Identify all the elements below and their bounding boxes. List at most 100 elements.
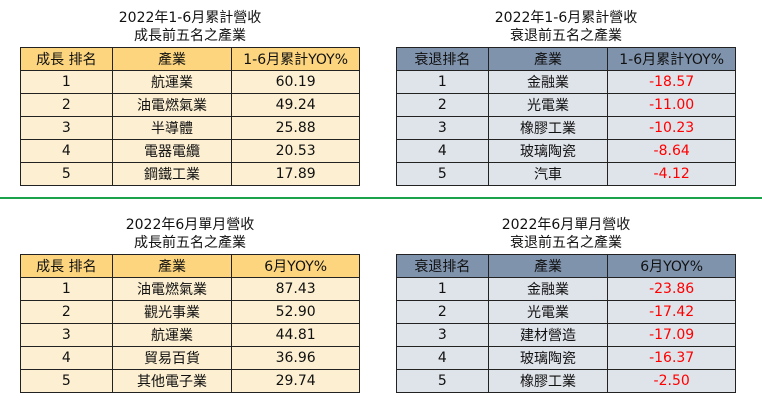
yoy-cell: 52.90	[231, 300, 360, 324]
table-row: 5 汽車 -4.12	[396, 162, 736, 186]
industry-cell: 觀光事業	[111, 300, 233, 324]
table-row: 4 玻璃陶瓷 -8.64	[396, 139, 736, 163]
rank-cell: 4	[20, 346, 113, 370]
table-row: 5 橡膠工業 -2.50	[396, 369, 736, 393]
yoy-cell: -11.00	[607, 93, 736, 117]
yoy-cell: -16.37	[607, 346, 736, 370]
industry-cell: 光電業	[487, 93, 609, 117]
rank-cell: 3	[20, 323, 113, 347]
yoy-cell: 87.43	[231, 277, 360, 301]
rank-cell: 3	[396, 116, 489, 140]
yoy-cell: -4.12	[607, 162, 736, 186]
industry-cell: 半導體	[111, 116, 233, 140]
industry-cell: 其他電子業	[111, 369, 233, 393]
rank-cell: 5	[396, 369, 489, 393]
panel-title: 2022年1-6月累計營收	[494, 10, 638, 26]
panel-title: 2022年6月單月營收	[125, 217, 255, 233]
panel-title: 2022年6月單月營收	[501, 217, 631, 233]
panel-subtitle: 衰退前五名之產業	[510, 235, 622, 251]
june-growth-table: 成長 排名 產業 6月YOY% 1 油電燃氣業 87.43 2 觀光事業 52.…	[20, 254, 360, 393]
rank-header: 成長 排名	[20, 47, 113, 71]
rank-cell: 1	[20, 277, 113, 301]
rank-cell: 2	[20, 300, 113, 324]
industry-header: 產業	[111, 254, 233, 278]
industry-cell: 鋼鐵工業	[111, 162, 233, 186]
june-decline-panel: 2022年6月單月營收 衰退前五名之產業 衰退排名 產業 6月YOY% 1 金融…	[396, 216, 736, 393]
yoy-cell: -23.86	[607, 277, 736, 301]
rank-cell: 1	[20, 70, 113, 94]
yoy-cell: -10.23	[607, 116, 736, 140]
rank-cell: 2	[396, 93, 489, 117]
rank-cell: 1	[396, 70, 489, 94]
industry-cell: 建材營造	[487, 323, 609, 347]
industry-cell: 汽車	[487, 162, 609, 186]
industry-cell: 貿易百貨	[111, 346, 233, 370]
rank-header: 衰退排名	[396, 254, 489, 278]
rank-cell: 5	[396, 162, 489, 186]
industry-cell: 航運業	[111, 70, 233, 94]
yoy-cell: 29.74	[231, 369, 360, 393]
june-growth-panel: 2022年6月單月營收 成長前五名之產業 成長 排名 產業 6月YOY% 1 油…	[20, 216, 360, 393]
ytd-growth-panel: 2022年1-6月累計營收 成長前五名之產業 成長 排名 產業 1-6月累計YO…	[20, 9, 360, 186]
rank-cell: 2	[20, 93, 113, 117]
table-row: 1 油電燃氣業 87.43	[20, 277, 360, 301]
industry-header: 產業	[487, 47, 609, 71]
table-row: 4 貿易百貨 36.96	[20, 346, 360, 370]
table-row: 3 半導體 25.88	[20, 116, 360, 140]
yoy-cell: -17.09	[607, 323, 736, 347]
rank-cell: 5	[20, 162, 113, 186]
yoy-cell: -17.42	[607, 300, 736, 324]
table-row: 2 觀光事業 52.90	[20, 300, 360, 324]
rank-cell: 3	[20, 116, 113, 140]
table-row: 4 玻璃陶瓷 -16.37	[396, 346, 736, 370]
yoy-header: 1-6月累計YOY%	[607, 47, 736, 71]
industry-cell: 玻璃陶瓷	[487, 139, 609, 163]
industry-cell: 金融業	[487, 277, 609, 301]
yoy-cell: 25.88	[231, 116, 360, 140]
rank-cell: 1	[396, 277, 489, 301]
yoy-cell: 36.96	[231, 346, 360, 370]
yoy-cell: 17.89	[231, 162, 360, 186]
yoy-cell: 44.81	[231, 323, 360, 347]
rank-cell: 5	[20, 369, 113, 393]
industry-cell: 橡膠工業	[487, 369, 609, 393]
table-row: 5 鋼鐵工業 17.89	[20, 162, 360, 186]
rank-cell: 4	[396, 346, 489, 370]
rank-cell: 2	[396, 300, 489, 324]
yoy-cell: 49.24	[231, 93, 360, 117]
industry-cell: 油電燃氣業	[111, 93, 233, 117]
table-header-row: 衰退排名 產業 6月YOY%	[396, 254, 736, 278]
panel-subtitle: 成長前五名之產業	[134, 235, 246, 251]
rank-cell: 4	[20, 139, 113, 163]
industry-cell: 玻璃陶瓷	[487, 346, 609, 370]
table-header-row: 衰退排名 產業 1-6月累計YOY%	[396, 47, 736, 71]
yoy-cell: -2.50	[607, 369, 736, 393]
table-header-row: 成長 排名 產業 6月YOY%	[20, 254, 360, 278]
table-row: 3 橡膠工業 -10.23	[396, 116, 736, 140]
yoy-header: 6月YOY%	[231, 254, 360, 278]
industry-cell: 航運業	[111, 323, 233, 347]
table-header-row: 成長 排名 產業 1-6月累計YOY%	[20, 47, 360, 71]
table-row: 2 光電業 -11.00	[396, 93, 736, 117]
table-row: 2 油電燃氣業 49.24	[20, 93, 360, 117]
yoy-cell: -8.64	[607, 139, 736, 163]
ytd-growth-table: 成長 排名 產業 1-6月累計YOY% 1 航運業 60.19 2 油電燃氣業 …	[20, 47, 360, 186]
table-row: 1 金融業 -18.57	[396, 70, 736, 94]
table-row: 3 建材營造 -17.09	[396, 323, 736, 347]
table-row: 5 其他電子業 29.74	[20, 369, 360, 393]
table-row: 1 航運業 60.19	[20, 70, 360, 94]
industry-cell: 光電業	[487, 300, 609, 324]
rank-cell: 3	[396, 323, 489, 347]
panel-subtitle: 成長前五名之產業	[134, 28, 246, 44]
industry-cell: 橡膠工業	[487, 116, 609, 140]
table-row: 1 金融業 -23.86	[396, 277, 736, 301]
industry-header: 產業	[487, 254, 609, 278]
ytd-decline-panel: 2022年1-6月累計營收 衰退前五名之產業 衰退排名 產業 1-6月累計YOY…	[396, 9, 736, 186]
yoy-header: 1-6月累計YOY%	[231, 47, 360, 71]
yoy-header: 6月YOY%	[607, 254, 736, 278]
table-row: 2 光電業 -17.42	[396, 300, 736, 324]
rank-header: 衰退排名	[396, 47, 489, 71]
ytd-decline-table: 衰退排名 產業 1-6月累計YOY% 1 金融業 -18.57 2 光電業 -1…	[396, 47, 736, 186]
yoy-cell: -18.57	[607, 70, 736, 94]
rank-cell: 4	[396, 139, 489, 163]
